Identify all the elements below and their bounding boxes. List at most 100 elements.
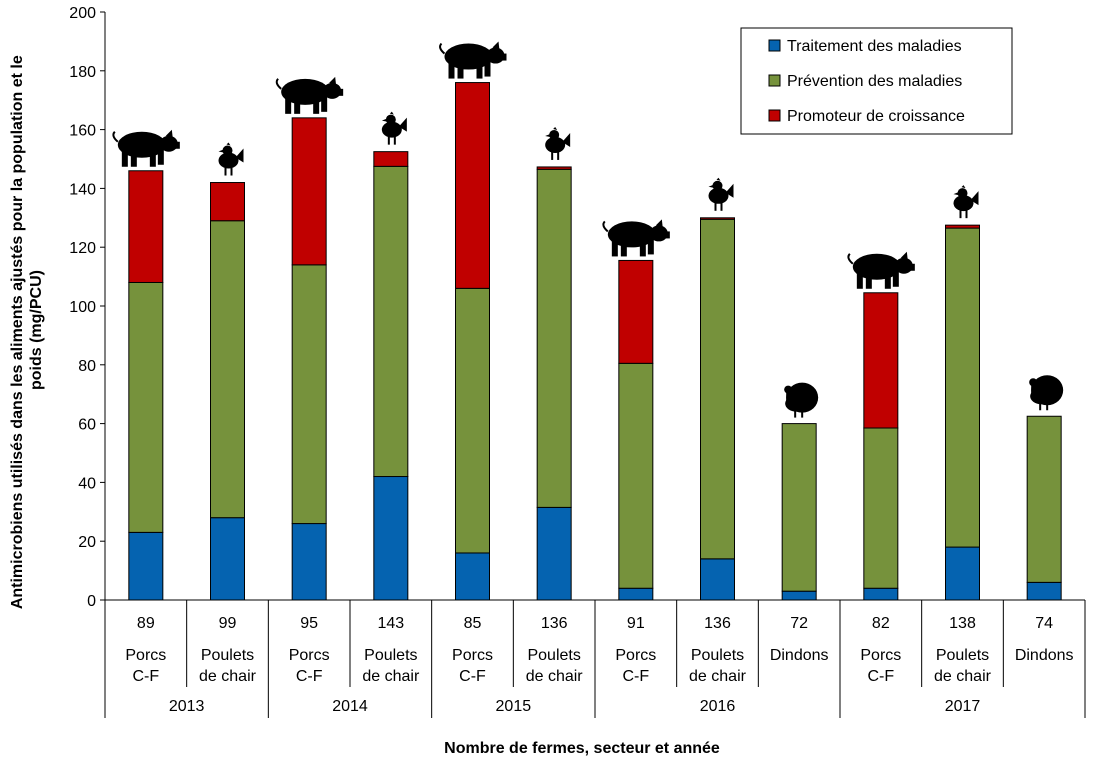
bar-segment-prevention (618, 362, 654, 589)
sector-label: C-F (623, 668, 650, 685)
bar-stack (945, 224, 980, 601)
legend-label: Promoteur de croissance (787, 108, 965, 125)
y-tick-label: 180 (69, 64, 96, 81)
farm-count-label: 85 (464, 615, 482, 632)
bar-segment-treatment (455, 552, 490, 601)
y-tick-label: 200 (69, 5, 96, 22)
y-tick-label: 40 (78, 475, 96, 492)
turkey-icon (784, 382, 819, 418)
year-label: 2014 (332, 698, 368, 715)
bar-segment-prevention (536, 168, 572, 508)
sector-label: Poulets (527, 647, 580, 664)
legend-label: Traitement des maladies (787, 38, 962, 55)
sector-label: Poulets (364, 647, 417, 664)
x-axis-labels: 89 Porcs C-F 99 Poulets de chair 95 Porcs C-F 143… (125, 615, 1073, 685)
bar-segment-prevention (781, 423, 817, 592)
bar-segment-growth (536, 166, 572, 170)
bar-segment-prevention (373, 165, 409, 478)
bar-stack (700, 217, 735, 601)
bar-segment-growth (700, 217, 735, 220)
farm-count-label: 74 (1035, 615, 1053, 632)
x-axis-title: Nombre de fermes, secteur et année (444, 740, 720, 757)
sector-label: de chair (362, 668, 420, 685)
bar-segment-growth (373, 151, 409, 167)
bar-stack (210, 182, 245, 601)
sector-label: Poulets (201, 647, 254, 664)
farm-count-label: 91 (627, 615, 645, 632)
y-tick-label: 140 (69, 181, 96, 198)
year-label: 2013 (169, 698, 205, 715)
bar-stack (291, 117, 327, 601)
sector-label: de chair (689, 668, 747, 685)
bar-segment-treatment (700, 558, 735, 601)
y-axis-ticks: 0 20 40 60 80 100 120 140 160 180 200 (69, 5, 105, 610)
chicken-icon (381, 111, 407, 145)
bar-segment-prevention (291, 264, 327, 525)
y-tick-label: 80 (78, 358, 96, 375)
bar-segment-prevention (210, 220, 245, 519)
sector-label: Porcs (289, 647, 330, 664)
bar-stack (618, 259, 654, 601)
legend-label: Prévention des maladies (787, 73, 962, 90)
farm-count-label: 136 (541, 615, 568, 632)
chicken-icon (708, 177, 734, 211)
pig-icon (847, 250, 916, 290)
bar-segment-growth (455, 82, 490, 289)
y-tick-label: 20 (78, 534, 96, 551)
turkey-icon (1029, 375, 1064, 411)
legend-box (740, 27, 1013, 135)
farm-count-label: 138 (949, 615, 976, 632)
y-axis-title-line-1: Antimicrobiens utilisés dans les aliment… (9, 55, 26, 609)
bar-stack (455, 82, 490, 601)
bar-segment-treatment (863, 587, 899, 601)
x-axis: 89 Porcs C-F 99 Poulets de chair 95 Porcs C-F 143… (104, 599, 1086, 718)
farm-count-label: 95 (300, 615, 318, 632)
bar-segment-treatment (210, 517, 245, 601)
bar-segment-growth (945, 224, 980, 229)
bar-stack (781, 423, 817, 601)
chicken-icon (218, 142, 244, 176)
y-axis-title-line-2: poids (mg/PCU) (28, 270, 45, 390)
bar-segment-growth (128, 170, 164, 283)
sector-label: C-F (459, 668, 486, 685)
farm-count-label: 82 (872, 615, 890, 632)
y-tick-label: 120 (69, 240, 96, 257)
sector-label: Poulets (936, 647, 989, 664)
plot-area (128, 82, 1062, 601)
sector-label: C-F (296, 668, 323, 685)
bar-stack (373, 151, 409, 601)
year-label: 2015 (496, 698, 532, 715)
y-tick-label: 160 (69, 123, 96, 140)
bar-stack (536, 166, 572, 601)
sector-label: Porcs (452, 647, 493, 664)
bar-segment-prevention (863, 427, 899, 589)
bar-stack (863, 292, 899, 601)
sector-label: Poulets (691, 647, 744, 664)
bar-segment-treatment (781, 590, 817, 601)
y-tick-label: 0 (87, 593, 96, 610)
bar-segment-prevention (1026, 415, 1062, 583)
sector-label: Dindons (1015, 647, 1074, 664)
sector-label: Porcs (125, 647, 166, 664)
bar-segment-prevention (455, 287, 490, 554)
pig-icon (275, 75, 345, 115)
bar-segment-treatment (945, 546, 980, 601)
farm-count-label: 89 (137, 615, 155, 632)
y-tick-label: 60 (78, 417, 96, 434)
sector-label: de chair (526, 668, 584, 685)
pig-icon (439, 40, 508, 80)
bar-segment-growth (291, 117, 327, 266)
bar-stack (1026, 415, 1062, 601)
x-axis-separators (104, 600, 1086, 718)
year-label: 2017 (945, 698, 981, 715)
chicken-icon (545, 126, 571, 160)
bar-segment-treatment (536, 506, 572, 601)
x-axis-year-labels: 2013 2014 2015 2016 2017 (169, 698, 981, 715)
sector-label: de chair (199, 668, 257, 685)
bar-segment-growth (210, 182, 245, 222)
y-axis: 0 20 40 60 80 100 120 140 160 180 200 (69, 5, 106, 610)
chicken-icon (953, 185, 979, 219)
bar-segment-growth (863, 292, 899, 429)
legend-swatch (768, 39, 781, 52)
